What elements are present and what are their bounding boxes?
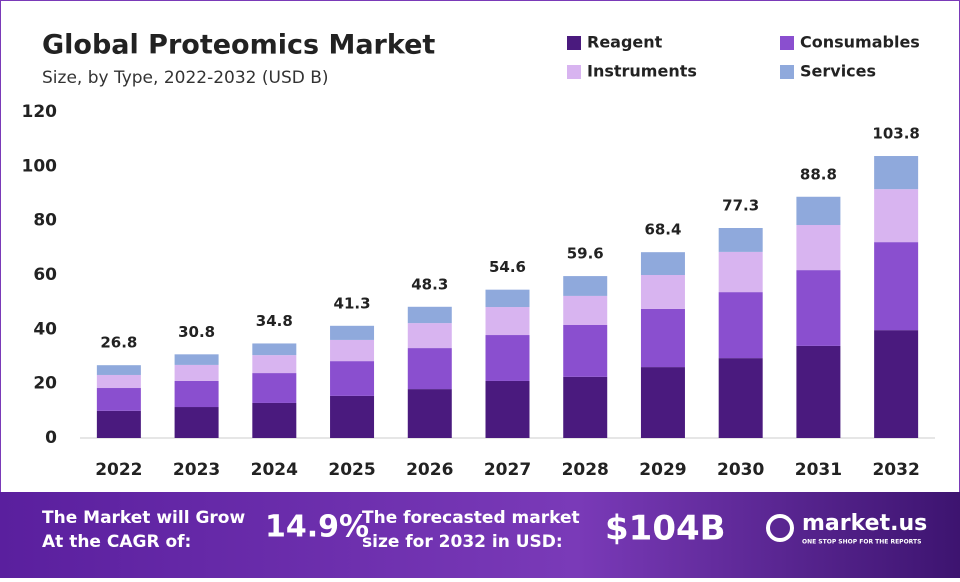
bar-segment — [718, 358, 763, 438]
bar-segment — [796, 270, 841, 346]
bar-segment — [563, 276, 608, 296]
bar-segment — [174, 364, 219, 381]
bar-segment — [796, 196, 841, 226]
x-tick-label: 2031 — [795, 460, 842, 480]
bar-segment — [252, 373, 297, 403]
y-tick-label: 40 — [33, 319, 57, 339]
bar-segment — [174, 407, 219, 438]
forecast-label: size for 2032 in USD: — [362, 532, 563, 552]
bar-segment — [874, 156, 919, 190]
x-tick-label: 2023 — [173, 460, 220, 480]
total-label: 88.8 — [800, 165, 837, 183]
legend-label: Instruments — [587, 62, 697, 81]
bar-segment — [407, 348, 452, 390]
bar-segment — [718, 292, 763, 359]
total-label: 77.3 — [722, 197, 759, 215]
bar-segment — [640, 367, 685, 438]
bar-segment — [874, 242, 919, 331]
bar-segment — [485, 335, 530, 381]
bar-segment — [330, 339, 375, 362]
total-label: 34.8 — [256, 312, 293, 330]
bar-segment — [330, 361, 375, 396]
y-tick-label: 120 — [22, 102, 58, 122]
bar-segment — [796, 345, 841, 438]
legend-swatch — [567, 36, 581, 50]
total-label: 41.3 — [334, 294, 371, 312]
bar-segment — [796, 225, 841, 271]
total-label: 54.6 — [489, 258, 526, 276]
bar-segment — [96, 374, 141, 389]
bar-segment — [718, 251, 763, 293]
x-tick-label: 2027 — [484, 460, 531, 480]
bar-segment — [718, 228, 763, 252]
bar-segment — [407, 306, 452, 324]
bar-segment — [640, 308, 685, 368]
bar-segment — [407, 389, 452, 438]
bar-segment — [563, 324, 608, 377]
chart-subtitle: Size, by Type, 2022-2032 (USD B) — [42, 68, 329, 88]
brand: market.us — [802, 511, 927, 536]
total-label: 30.8 — [178, 323, 215, 341]
bar-segment — [640, 252, 685, 275]
tagline: ONE STOP SHOP FOR THE REPORTS — [802, 539, 921, 546]
total-label: 59.6 — [567, 245, 604, 263]
total-label: 68.4 — [644, 221, 681, 239]
bar-segment — [174, 380, 219, 408]
legend-label: Reagent — [587, 33, 663, 52]
cagr-value: 14.9% — [265, 510, 369, 545]
bar-segment — [96, 388, 141, 411]
y-tick-label: 100 — [22, 156, 58, 176]
bar-segment — [485, 289, 530, 308]
bar-segment — [330, 325, 375, 340]
x-tick-label: 2032 — [872, 460, 919, 480]
bar-segment — [563, 295, 608, 325]
x-tick-label: 2028 — [562, 460, 609, 480]
x-tick-label: 2030 — [717, 460, 764, 480]
x-tick-label: 2024 — [251, 460, 298, 480]
bar-segment — [874, 330, 919, 438]
y-tick-label: 20 — [33, 374, 57, 394]
forecast-label: The forecasted market — [362, 508, 580, 528]
brand-logo — [766, 514, 794, 542]
bar-segment — [407, 323, 452, 349]
footer-band — [0, 492, 960, 578]
legend-swatch — [780, 36, 794, 50]
y-tick-label: 80 — [33, 211, 57, 231]
forecast-value: $104B — [605, 509, 726, 549]
cagr-label: At the CAGR of: — [42, 532, 191, 552]
bar-segment — [96, 410, 141, 438]
legend-swatch — [780, 65, 794, 79]
bar-segment — [252, 402, 297, 438]
bar-segment — [874, 189, 919, 243]
bar-segment — [96, 365, 141, 375]
x-tick-label: 2022 — [95, 460, 142, 480]
total-label: 26.8 — [100, 334, 137, 352]
bar-segment — [252, 355, 297, 374]
x-tick-label: 2025 — [328, 460, 375, 480]
legend-swatch — [567, 65, 581, 79]
y-tick-label: 60 — [33, 265, 57, 285]
total-label: 48.3 — [411, 275, 448, 293]
x-tick-label: 2026 — [406, 460, 453, 480]
y-tick-label: 0 — [45, 428, 57, 448]
bar-segment — [640, 275, 685, 309]
bar-segment — [485, 307, 530, 336]
chart-title: Global Proteomics Market — [42, 30, 435, 61]
footer: The Market will Grow At the CAGR of: 14.… — [42, 508, 927, 552]
legend-label: Consumables — [800, 33, 920, 52]
x-tick-label: 2029 — [639, 460, 686, 480]
legend-label: Services — [800, 62, 876, 81]
bar-segment — [174, 354, 219, 365]
bar-segment — [252, 343, 297, 356]
bar-segment — [330, 395, 375, 438]
total-label: 103.8 — [872, 125, 919, 143]
bar-segment — [485, 380, 530, 438]
bar-segment — [563, 376, 608, 438]
cagr-label: The Market will Grow — [42, 508, 245, 528]
